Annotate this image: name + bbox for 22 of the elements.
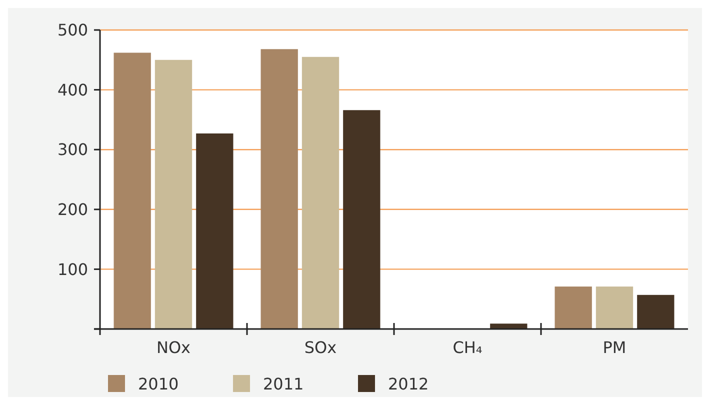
y-tick-label: 300 bbox=[57, 140, 88, 160]
bar bbox=[154, 60, 192, 329]
legend-label: 2010 bbox=[138, 374, 179, 394]
bar bbox=[596, 286, 634, 329]
y-tick-label: 100 bbox=[57, 260, 88, 279]
legend-label: 2012 bbox=[388, 374, 429, 394]
bar bbox=[637, 294, 674, 329]
x-tick-label: PM bbox=[602, 338, 626, 357]
y-tick-label: 200 bbox=[57, 200, 88, 219]
x-tick-label: SOx bbox=[304, 338, 337, 357]
bar bbox=[114, 52, 151, 329]
bar bbox=[343, 110, 380, 329]
bar bbox=[554, 286, 592, 329]
x-tick-label: CH₄ bbox=[452, 338, 482, 357]
y-tick-label: 500 bbox=[57, 20, 88, 40]
bar bbox=[260, 49, 298, 329]
bar bbox=[196, 133, 234, 329]
legend-label: 2011 bbox=[263, 374, 304, 394]
y-tick-label: 400 bbox=[57, 80, 88, 100]
bar bbox=[302, 56, 340, 329]
x-tick-label: NOx bbox=[156, 338, 191, 357]
bar bbox=[490, 324, 528, 329]
